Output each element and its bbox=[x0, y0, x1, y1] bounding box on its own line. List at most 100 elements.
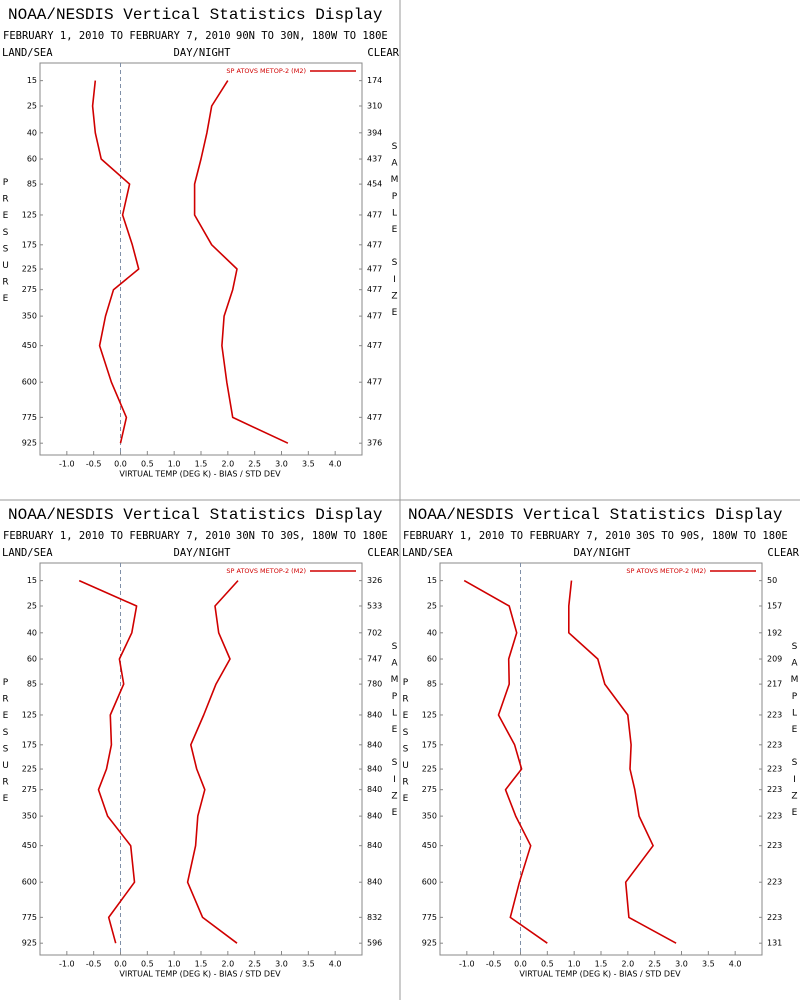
sample-size-label: 223 bbox=[767, 841, 782, 850]
chart-title: NOAA/NESDIS Vertical Statistics Display bbox=[408, 506, 783, 524]
x-tick-label: -1.0 bbox=[59, 960, 75, 969]
y-tick-label: 450 bbox=[22, 341, 37, 350]
data-line bbox=[463, 579, 548, 944]
chart-panel: NOAA/NESDIS Vertical Statistics Display F… bbox=[1, 506, 400, 978]
sample-size-label: 376 bbox=[367, 439, 382, 448]
sample-size-label: 596 bbox=[367, 939, 382, 948]
x-tick-label: 1.5 bbox=[195, 960, 208, 969]
y-axis-label: PRESSURE bbox=[1, 678, 11, 811]
y2-axis-label: SAMPLE SIZE bbox=[390, 142, 400, 325]
y-tick-label: 175 bbox=[22, 240, 37, 249]
y-tick-label: 450 bbox=[22, 841, 37, 850]
sample-size-label: 223 bbox=[767, 878, 782, 887]
land-sea-label: LAND/SEA bbox=[402, 547, 453, 559]
y-tick-label: 275 bbox=[22, 285, 37, 294]
y-tick-label: 350 bbox=[422, 812, 437, 821]
sample-size-label: 50 bbox=[767, 576, 777, 585]
x-tick-label: -1.0 bbox=[459, 960, 475, 969]
sample-size-label: 131 bbox=[767, 939, 782, 948]
y-tick-label: 225 bbox=[22, 265, 37, 274]
x-tick-label: -0.5 bbox=[86, 960, 102, 969]
sample-size-label: 477 bbox=[367, 312, 382, 321]
y-tick-label: 350 bbox=[22, 312, 37, 321]
x-tick-label: 3.5 bbox=[302, 960, 315, 969]
day-night-label: DAY/NIGHT bbox=[174, 47, 232, 59]
sample-size-label: 310 bbox=[367, 101, 382, 110]
clear-label: CLEAR bbox=[367, 547, 399, 559]
sample-size-label: 840 bbox=[367, 740, 382, 749]
sample-size-label: 477 bbox=[367, 413, 382, 422]
legend-label: SP ATOVS METOP-2 (M2) bbox=[226, 567, 306, 575]
sample-size-label: 394 bbox=[367, 128, 382, 137]
sample-size-label: 477 bbox=[367, 285, 382, 294]
sample-size-label: 477 bbox=[367, 210, 382, 219]
x-tick-label: 0.0 bbox=[114, 460, 127, 469]
sample-size-label: 223 bbox=[767, 765, 782, 774]
sample-size-label: 477 bbox=[367, 240, 382, 249]
y-tick-label: 775 bbox=[22, 913, 37, 922]
x-tick-label: 4.0 bbox=[729, 960, 742, 969]
sample-size-label: 223 bbox=[767, 913, 782, 922]
sample-size-label: 747 bbox=[367, 655, 382, 664]
y2-axis-label: SAMPLE SIZE bbox=[390, 642, 400, 825]
date-range: FEBRUARY 1, 2010 TO FEBRUARY 7, 2010 bbox=[403, 530, 631, 542]
y-tick-label: 775 bbox=[422, 913, 437, 922]
chart-panel: NOAA/NESDIS Vertical Statistics Display F… bbox=[1, 6, 400, 478]
sample-size-label: 477 bbox=[367, 341, 382, 350]
x-axis-label: VIRTUAL TEMP (DEG K) - BIAS / STD DEV bbox=[119, 970, 281, 979]
sample-size-label: 477 bbox=[367, 378, 382, 387]
land-sea-label: LAND/SEA bbox=[2, 47, 53, 59]
y-tick-label: 925 bbox=[22, 439, 37, 448]
clear-label: CLEAR bbox=[367, 47, 399, 59]
y-tick-label: 15 bbox=[27, 576, 37, 585]
sample-size-label: 174 bbox=[367, 76, 382, 85]
y-tick-label: 225 bbox=[22, 765, 37, 774]
x-tick-label: 1.5 bbox=[595, 960, 608, 969]
y-tick-label: 85 bbox=[427, 680, 437, 689]
y-tick-label: 15 bbox=[27, 76, 37, 85]
y-tick-label: 600 bbox=[22, 878, 37, 887]
x-tick-label: 0.0 bbox=[514, 960, 527, 969]
x-tick-label: 0.5 bbox=[141, 960, 154, 969]
x-tick-label: 3.0 bbox=[275, 960, 288, 969]
y-tick-label: 125 bbox=[422, 710, 437, 719]
y-tick-label: 175 bbox=[22, 740, 37, 749]
y-tick-label: 275 bbox=[22, 785, 37, 794]
x-tick-label: -0.5 bbox=[86, 460, 102, 469]
sample-size-label: 192 bbox=[767, 628, 782, 637]
date-range: FEBRUARY 1, 2010 TO FEBRUARY 7, 2010 bbox=[3, 530, 231, 542]
y-tick-label: 600 bbox=[422, 878, 437, 887]
y-axis-label: PRESSURE bbox=[1, 178, 11, 311]
x-tick-label: 2.0 bbox=[221, 960, 234, 969]
x-tick-label: 1.0 bbox=[168, 960, 181, 969]
y-tick-label: 275 bbox=[422, 785, 437, 794]
x-tick-label: 2.5 bbox=[248, 460, 261, 469]
sample-size-label: 840 bbox=[367, 878, 382, 887]
data-line bbox=[78, 579, 138, 944]
chart-title: NOAA/NESDIS Vertical Statistics Display bbox=[8, 6, 383, 24]
x-tick-label: 4.0 bbox=[329, 960, 342, 969]
sample-size-label: 223 bbox=[767, 740, 782, 749]
y-tick-label: 60 bbox=[27, 655, 37, 664]
sample-size-label: 454 bbox=[367, 180, 382, 189]
data-line bbox=[568, 580, 677, 944]
day-night-label: DAY/NIGHT bbox=[174, 547, 232, 559]
region: 30S TO 90S, 180W TO 180E bbox=[636, 530, 788, 542]
y-tick-label: 125 bbox=[22, 210, 37, 219]
y-tick-label: 85 bbox=[27, 180, 37, 189]
legend-label: SP ATOVS METOP-2 (M2) bbox=[626, 567, 706, 575]
x-tick-label: 2.0 bbox=[621, 960, 634, 969]
chart-title: NOAA/NESDIS Vertical Statistics Display bbox=[8, 506, 383, 524]
y-tick-label: 60 bbox=[27, 155, 37, 164]
sample-size-label: 477 bbox=[367, 265, 382, 274]
sample-size-label: 533 bbox=[367, 601, 382, 610]
sample-size-label: 840 bbox=[367, 841, 382, 850]
x-tick-label: 0.0 bbox=[114, 960, 127, 969]
sample-size-label: 223 bbox=[767, 785, 782, 794]
y-tick-label: 450 bbox=[422, 841, 437, 850]
y-tick-label: 125 bbox=[22, 710, 37, 719]
sample-size-label: 702 bbox=[367, 628, 382, 637]
y-tick-label: 85 bbox=[27, 680, 37, 689]
sample-size-label: 840 bbox=[367, 785, 382, 794]
y-tick-label: 40 bbox=[27, 128, 37, 137]
